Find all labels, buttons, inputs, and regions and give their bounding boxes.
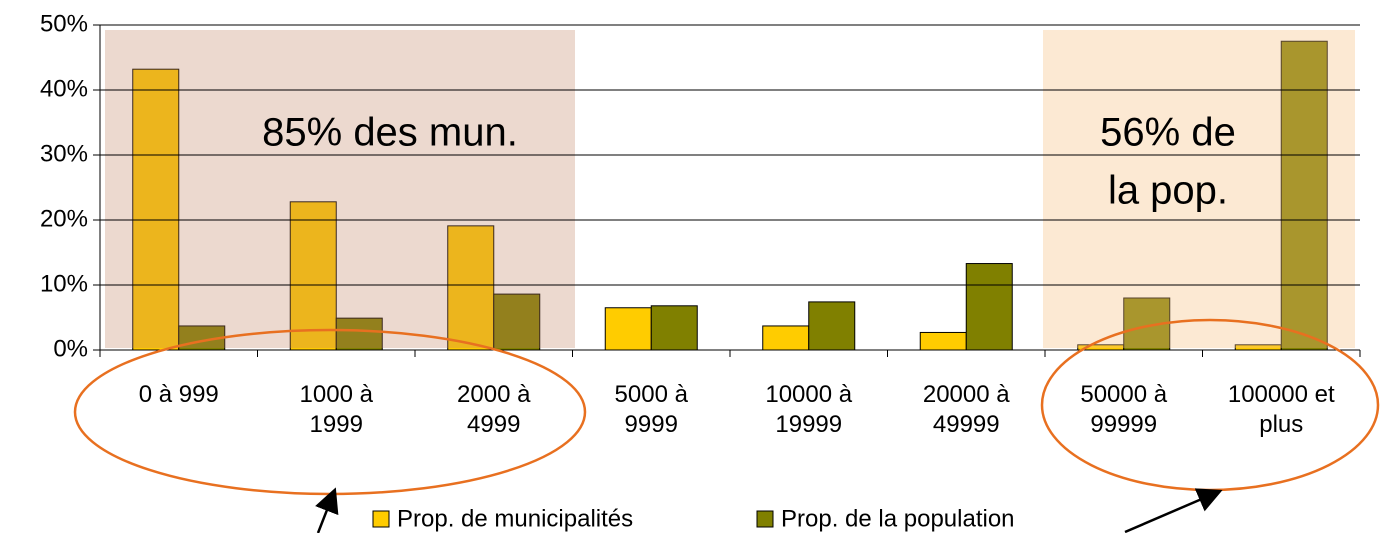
annotation: 56% de (1100, 111, 1236, 155)
legend-swatch (756, 510, 774, 528)
bars (132, 40, 1328, 351)
legend-label: Prop. de la population (781, 505, 1015, 532)
bar (132, 68, 180, 351)
x-tick-label: 10000 à 19999 (765, 381, 853, 438)
bar (604, 307, 652, 351)
highlight-left (105, 30, 575, 348)
bar (289, 201, 337, 351)
y-tick-label: 20% (40, 205, 88, 232)
y-tick-label: 10% (40, 270, 88, 297)
bar (808, 301, 856, 351)
y-tick-label: 0% (53, 335, 88, 362)
y-tick-label: 50% (40, 10, 88, 37)
y-tick-label: 40% (40, 75, 88, 102)
arrow (1124, 488, 1223, 533)
x-tick-label: 0 à 999 (138, 381, 219, 408)
legend-swatch (372, 510, 390, 528)
arrow (315, 487, 339, 533)
bar (965, 263, 1013, 351)
x-tick-label: 20000 à 49999 (922, 381, 1010, 438)
x-tick-label: 100000 et plus (1227, 381, 1335, 438)
annotation: 85% des mun. (262, 111, 518, 155)
annotation: la pop. (1108, 169, 1228, 213)
bar (919, 331, 967, 351)
x-tick-label: 5000 à 9999 (614, 381, 688, 438)
bar (650, 305, 698, 351)
legend-label: Prop. de municipalités (397, 505, 633, 532)
x-tick-label: 50000 à 99999 (1080, 381, 1168, 438)
bar (762, 325, 810, 351)
y-tick-label: 30% (40, 140, 88, 167)
highlight-right (1043, 30, 1355, 348)
axes: 0% 10% 20% 30% 40% 50% (40, 10, 1361, 362)
x-tick-label: 1000 à 1999 (299, 381, 373, 438)
bar (1280, 40, 1328, 351)
bar (447, 225, 495, 351)
x-tick-label: 2000 à 4999 (457, 381, 531, 438)
